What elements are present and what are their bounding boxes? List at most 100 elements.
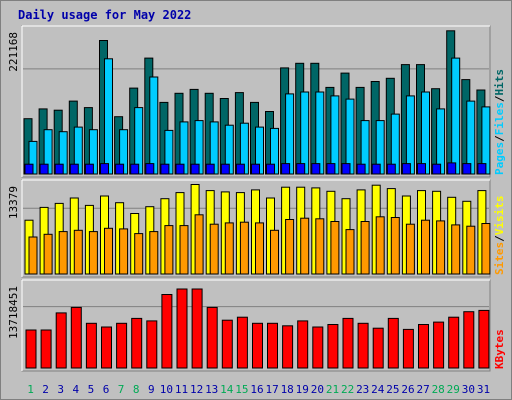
- bar-kbytes-day-9: [146, 320, 158, 369]
- bar-sites-day-25: [390, 217, 400, 275]
- legend-entry: /: [493, 95, 506, 102]
- bar-sites-day-7: [119, 228, 129, 275]
- bar-pages-day-17: [266, 163, 275, 175]
- bar-kbytes-day-20: [312, 326, 324, 369]
- legend-entry: /: [493, 135, 506, 142]
- bar-pages-day-25: [386, 163, 396, 175]
- bar-kbytes-day-2: [40, 329, 52, 369]
- legend-entry: Hits: [493, 69, 506, 96]
- bar-kbytes-day-3: [55, 312, 67, 369]
- x-tick-label-day-18: 18: [281, 383, 294, 396]
- bar-sites-day-31: [481, 223, 491, 275]
- bar-pages-day-10: [160, 163, 170, 175]
- bar-pages-day-7: [115, 163, 125, 175]
- legend-kbytes: KBytes: [493, 329, 506, 369]
- x-tick-label-day-23: 23: [356, 383, 369, 396]
- bar-kbytes-day-24: [372, 327, 384, 369]
- bar-kbytes-day-22: [342, 317, 354, 369]
- bar-kbytes-day-21: [327, 324, 339, 369]
- bar-pages-day-31: [477, 163, 487, 175]
- bar-sites-day-14: [224, 222, 234, 275]
- bar-sites-day-2: [43, 233, 53, 275]
- bar-pages-day-8: [130, 163, 140, 175]
- bar-kbytes-day-23: [357, 322, 369, 369]
- bar-pages-day-4: [69, 163, 79, 175]
- bar-kbytes-day-26: [402, 328, 414, 369]
- bar-sites-day-28: [436, 220, 446, 275]
- legend-entry: Sites: [493, 242, 506, 275]
- bar-kbytes-day-16: [252, 322, 263, 369]
- bar-kbytes-day-30: [463, 311, 475, 369]
- bar-sites-day-1: [28, 236, 38, 275]
- bar-files-day-19: [300, 91, 310, 175]
- bar-pages-day-21: [326, 163, 336, 175]
- bar-files-day-6: [104, 58, 113, 175]
- bar-sites-day-9: [149, 231, 159, 275]
- bar-files-day-21: [330, 95, 340, 175]
- x-tick-label-day-16: 16: [250, 383, 263, 396]
- bar-pages-day-12: [190, 163, 200, 175]
- panel-kbytes: [21, 279, 491, 372]
- bar-pages-day-14: [220, 163, 230, 175]
- legend-hits-files-pages: Pages/Files/Hits: [493, 69, 506, 175]
- x-tick-label-day-25: 25: [386, 383, 399, 396]
- panel-hits-files-pages: [21, 25, 491, 178]
- bar-sites-day-13: [209, 223, 219, 275]
- legend-entry: /: [493, 235, 506, 242]
- y-max-label: 13379: [7, 186, 20, 219]
- bar-pages-day-30: [462, 163, 472, 175]
- bar-pages-day-18: [281, 163, 291, 175]
- bar-pages-day-16: [251, 163, 260, 175]
- x-tick-label-day-3: 3: [57, 383, 64, 396]
- bar-kbytes-day-1: [25, 329, 37, 369]
- bar-kbytes-day-13: [206, 306, 218, 369]
- bar-sites-day-18: [285, 219, 295, 275]
- legend-entry: Visits: [493, 196, 506, 236]
- bar-kbytes-day-29: [448, 316, 460, 369]
- bar-files-day-18: [285, 93, 295, 175]
- bar-pages-day-5: [84, 163, 94, 175]
- legend-entry: Pages: [493, 142, 506, 175]
- bar-pages-day-15: [235, 163, 245, 175]
- x-tick-label-day-22: 22: [341, 383, 354, 396]
- bar-pages-day-27: [417, 163, 426, 175]
- bar-kbytes-day-7: [116, 322, 128, 369]
- x-tick-label-day-12: 12: [190, 383, 203, 396]
- x-tick-label-day-29: 29: [447, 383, 460, 396]
- legend-entry: Files: [493, 102, 506, 135]
- bar-sites-day-19: [300, 217, 310, 275]
- bar-kbytes-day-14: [221, 319, 233, 369]
- bar-files-day-27: [421, 91, 430, 175]
- legend-visits-sites: Sites/Visits: [493, 196, 506, 276]
- bar-pages-day-20: [311, 163, 321, 175]
- bar-sites-day-16: [255, 222, 264, 275]
- x-tick-label-day-6: 6: [103, 383, 110, 396]
- bar-pages-day-11: [175, 163, 185, 175]
- bar-kbytes-day-10: [161, 294, 173, 369]
- y-max-label: 221168: [7, 32, 20, 72]
- bar-sites-day-11: [179, 225, 189, 275]
- x-tick-label-day-8: 8: [133, 383, 140, 396]
- bar-kbytes-day-8: [131, 317, 143, 369]
- bar-kbytes-day-18: [282, 325, 294, 369]
- x-tick-label-day-19: 19: [296, 383, 309, 396]
- bar-pages-day-3: [54, 163, 64, 175]
- bar-sites-day-3: [58, 231, 68, 275]
- x-tick-label-day-13: 13: [205, 383, 218, 396]
- bar-files-day-20: [315, 91, 325, 175]
- bar-pages-day-2: [39, 163, 49, 175]
- bar-files-day-9: [149, 76, 159, 175]
- bar-sites-day-12: [194, 214, 204, 275]
- bar-pages-day-29: [447, 162, 457, 175]
- bar-sites-day-21: [330, 221, 340, 275]
- bar-pages-day-28: [432, 163, 442, 175]
- x-tick-label-day-21: 21: [326, 383, 339, 396]
- bar-files-day-26: [405, 95, 415, 175]
- bar-sites-day-6: [104, 227, 113, 275]
- bar-kbytes-day-27: [418, 324, 429, 369]
- bar-sites-day-5: [88, 231, 98, 275]
- bar-kbytes-day-17: [267, 322, 278, 369]
- bar-sites-day-23: [360, 221, 370, 275]
- x-tick-label-day-11: 11: [175, 383, 188, 396]
- bar-files-day-22: [345, 98, 355, 175]
